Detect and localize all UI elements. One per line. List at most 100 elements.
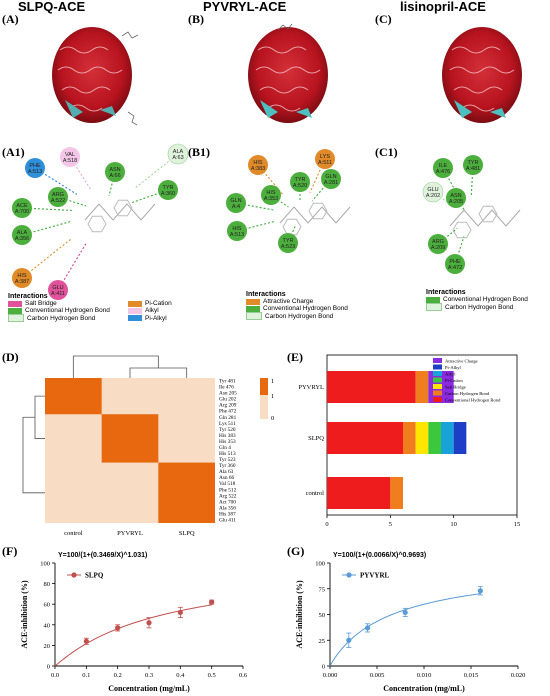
ligand-ring xyxy=(308,202,328,220)
legend-item: Carbon Hydrogen Bond xyxy=(426,303,528,311)
legend-swatch xyxy=(8,300,22,307)
heatmap-row-label: Glu 411 xyxy=(219,517,236,523)
residue-label: TYR xyxy=(163,185,174,191)
residue-label: HIS xyxy=(253,160,263,166)
residue-label: A:518 xyxy=(63,158,77,164)
legend-swatch xyxy=(433,377,442,383)
residue-label: TYR xyxy=(468,160,479,166)
panel-letter-C: (C) xyxy=(375,12,392,26)
legend-swatch xyxy=(128,307,142,314)
panel-letter-D: (D) xyxy=(2,350,19,364)
residue-label: A:202 xyxy=(426,193,440,199)
residue-node xyxy=(227,221,247,241)
residue-node xyxy=(315,149,335,169)
legend-label: Carbon Hydrogen Bond xyxy=(265,312,334,320)
data-point xyxy=(177,609,183,616)
heatmap-row-label: His 387 xyxy=(219,511,236,517)
bar-segment xyxy=(415,371,429,403)
residue-label: A:4 xyxy=(232,204,240,210)
heatmap-row-label: Tyr 360 xyxy=(219,463,236,469)
legend-swatch xyxy=(246,305,260,312)
residue-label: HIS xyxy=(17,273,27,279)
heatmap-legend-tick: 1 xyxy=(271,393,274,400)
residue-node xyxy=(12,225,32,245)
heatmap-legend-swatch xyxy=(260,395,268,419)
data-point xyxy=(115,625,121,631)
legend-swatch xyxy=(433,397,442,402)
legend-swatch xyxy=(433,371,442,376)
residue-node xyxy=(321,169,341,189)
legend-swatch xyxy=(128,315,142,321)
legend-swatch xyxy=(433,358,442,363)
heatmap-column-label: SLPQ xyxy=(179,530,195,537)
legend-label: Conventional Hydrogen Bond xyxy=(263,305,348,312)
legend-swatch xyxy=(426,296,440,303)
y-axis-label: ACE-inhibition (%) xyxy=(20,580,29,649)
dendrogram-branch xyxy=(34,395,45,439)
residue-label: ALA xyxy=(17,230,28,236)
residue-label: A:472 xyxy=(448,265,462,271)
panel-letter-B: (B) xyxy=(188,12,204,26)
legend-A1: Interactions Salt Bridge Pi-Cation Conve… xyxy=(8,293,208,322)
ligand-bond xyxy=(449,209,521,227)
legend-swatch xyxy=(246,298,260,305)
data-point xyxy=(346,637,352,643)
x-tick-label: 0.3 xyxy=(145,672,153,679)
heatmap-legend-tick: 0 xyxy=(271,415,274,422)
legend-swatch xyxy=(433,384,442,389)
dendrogram-branch xyxy=(22,416,45,494)
ligand-ring xyxy=(87,215,107,233)
bar-segment xyxy=(453,422,467,454)
legend-label: Salt Bridge xyxy=(445,385,466,390)
residue-node xyxy=(60,147,80,167)
y-tick-label: 25 xyxy=(319,638,326,645)
residue-label: A:700 xyxy=(15,209,29,215)
legend-C1: Interactions Conventional Hydrogen Bond … xyxy=(426,289,528,311)
x-axis-label: Concentration (mg/mL) xyxy=(108,684,190,693)
residue-node xyxy=(105,162,125,182)
legend-item: Attractive Charge xyxy=(246,298,348,305)
residue-label: A:522 xyxy=(51,198,65,204)
interaction-line xyxy=(270,194,289,208)
legend-item: Carbon Hydrogen Bond xyxy=(246,312,348,320)
legend-label: Pi-Alkyl xyxy=(145,314,167,322)
y-tick-label: 100 xyxy=(40,561,50,568)
residue-label: A:383 xyxy=(251,166,265,172)
residue-label: A:360 xyxy=(161,191,175,197)
x-tick-label: 0.1 xyxy=(82,672,90,679)
data-point xyxy=(209,599,215,605)
residue-label: A:411 xyxy=(51,291,65,297)
residue-label: A:63 xyxy=(172,155,183,161)
bar-segment xyxy=(403,422,416,454)
data-point xyxy=(402,609,408,616)
residue-label: A:353 xyxy=(264,196,278,202)
interaction-line xyxy=(455,197,465,211)
ligand-ring xyxy=(478,205,498,223)
heatmap-row-label: His 383 xyxy=(219,433,236,439)
residue-label: A:66 xyxy=(109,173,120,179)
panel-letter-G: (G) xyxy=(287,544,305,558)
residue-label: A:387 xyxy=(15,279,29,285)
fit-equation: Y=100/(1+(0.3469/X)^1.031) xyxy=(58,551,147,559)
heatmap-legend-tick: 1 xyxy=(271,378,274,385)
residue-label: A:511 xyxy=(318,160,332,166)
bar-segment xyxy=(327,422,403,454)
legend-title: Interactions xyxy=(8,293,48,300)
heatmap-row-label: Tyr 520 xyxy=(219,427,236,433)
residue-label: HIS xyxy=(266,190,276,196)
legend-item: Conventional Hydrogen Bond xyxy=(426,296,528,303)
y-tick-label: 20 xyxy=(44,643,51,650)
ligand-B1 xyxy=(279,202,351,236)
residue-label: VAL xyxy=(65,152,75,158)
legend-swatch xyxy=(128,300,142,307)
data-point xyxy=(477,588,483,594)
title-pyvryl-ace: PYVRYL-ACE xyxy=(203,0,287,14)
legend-label: Pi-Alkyl xyxy=(445,365,462,370)
heatmap-legend-swatch xyxy=(260,378,268,395)
fit-equation: Y=100/(1+(0.0066/X)^0.9693) xyxy=(333,551,426,559)
bar-segment xyxy=(441,422,454,454)
legend-item: Salt Bridge xyxy=(8,300,128,307)
residue-label: ALA xyxy=(173,149,184,155)
residue-node xyxy=(12,268,32,288)
